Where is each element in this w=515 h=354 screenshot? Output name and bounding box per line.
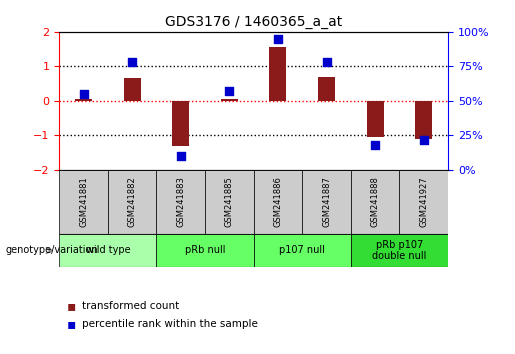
Bar: [351, 170, 400, 234]
Text: percentile rank within the sample: percentile rank within the sample: [82, 319, 259, 329]
Text: GSM241885: GSM241885: [225, 176, 234, 227]
Point: [128, 59, 136, 65]
Bar: [124, 79, 141, 101]
Bar: [302, 170, 351, 234]
Text: pRb p107
double null: pRb p107 double null: [372, 240, 426, 261]
Point: [177, 153, 185, 159]
Bar: [59, 234, 157, 267]
Text: ▪: ▪: [67, 299, 76, 313]
Point: [322, 59, 331, 65]
Bar: [75, 99, 92, 101]
Point: [274, 36, 282, 42]
Text: p107 null: p107 null: [279, 245, 325, 256]
Text: GSM241887: GSM241887: [322, 176, 331, 227]
Text: GSM241888: GSM241888: [371, 176, 380, 227]
Text: GSM241883: GSM241883: [176, 176, 185, 227]
Bar: [205, 170, 253, 234]
Bar: [367, 101, 384, 137]
Bar: [318, 77, 335, 101]
Bar: [269, 47, 286, 101]
Bar: [351, 234, 448, 267]
Bar: [157, 170, 205, 234]
Bar: [253, 234, 351, 267]
Text: GSM241886: GSM241886: [273, 176, 282, 227]
Bar: [108, 170, 157, 234]
Bar: [253, 170, 302, 234]
Point: [79, 91, 88, 97]
Bar: [172, 101, 189, 146]
Text: genotype/variation: genotype/variation: [5, 245, 98, 256]
Title: GDS3176 / 1460365_a_at: GDS3176 / 1460365_a_at: [165, 16, 342, 29]
Point: [371, 142, 379, 148]
Bar: [400, 170, 448, 234]
Bar: [415, 101, 432, 139]
Bar: [221, 99, 238, 101]
Point: [225, 88, 233, 94]
Bar: [157, 234, 253, 267]
Text: ▪: ▪: [67, 317, 76, 331]
Text: GSM241927: GSM241927: [419, 176, 428, 227]
Text: transformed count: transformed count: [82, 301, 180, 311]
Text: pRb null: pRb null: [185, 245, 225, 256]
Text: GSM241881: GSM241881: [79, 176, 88, 227]
Bar: [59, 170, 108, 234]
Text: GSM241882: GSM241882: [128, 176, 136, 227]
Point: [420, 137, 428, 142]
Text: wild type: wild type: [85, 245, 130, 256]
